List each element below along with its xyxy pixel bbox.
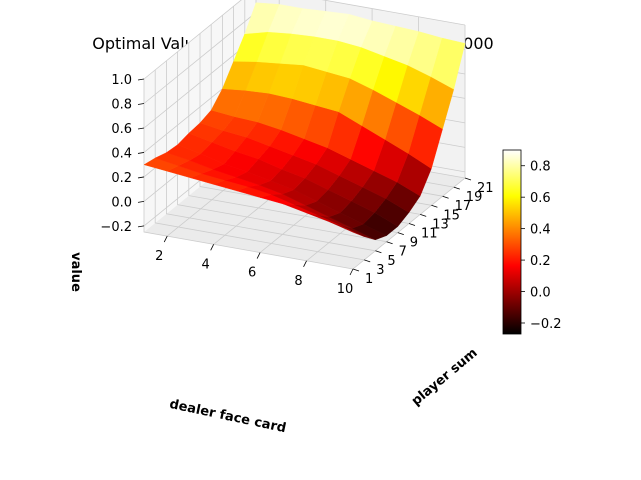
y-tick-label: 5	[387, 254, 395, 269]
gridline-y	[143, 79, 354, 270]
y-tick-mark	[397, 232, 404, 235]
z-tick-label: 0.4	[111, 146, 132, 161]
y-tick-label: 19	[466, 190, 483, 205]
y-tick-label: 15	[443, 208, 460, 223]
x-tick-label: 8	[294, 274, 302, 289]
z-tick-label: 0.0	[111, 195, 132, 210]
y-tick-label: 7	[399, 245, 407, 260]
y-tick-mark	[442, 195, 449, 199]
x-tick-mark	[256, 252, 261, 259]
z-axis-label: value	[68, 252, 83, 292]
x-tick-label: 4	[202, 257, 210, 272]
gridline-z	[143, 0, 466, 80]
gridline-y	[177, 51, 387, 243]
y-tick-mark	[375, 250, 382, 254]
y-tick-label: 13	[432, 217, 449, 232]
z-tick-label: 0.8	[111, 97, 132, 112]
z-tick-label: 1.0	[111, 73, 132, 88]
colorbar-gradient	[502, 149, 522, 335]
z-tick-label: −0.2	[100, 220, 132, 235]
y-tick-mark	[364, 259, 371, 263]
z-tick-mark	[137, 176, 145, 179]
z-tick-label: 0.2	[111, 171, 132, 186]
value-surface	[143, 2, 466, 241]
colorbar-tick-label: 0.6	[530, 191, 551, 206]
y-tick-label: 17	[455, 199, 472, 214]
y-tick-mark	[431, 204, 438, 208]
x-tick-mark	[210, 244, 215, 251]
y-tick-label: 11	[421, 227, 438, 242]
y-tick-mark	[453, 186, 460, 190]
z-tick-mark	[137, 78, 145, 81]
y-tick-label: 21	[477, 181, 494, 196]
x-tick-mark	[303, 260, 307, 267]
z-tick-label: 0.6	[111, 122, 132, 137]
colorbar-tick-label: 0.2	[530, 254, 551, 269]
y-tick-label: 9	[410, 236, 418, 251]
y-tick-mark	[386, 241, 393, 245]
y-tick-label: 3	[376, 263, 384, 278]
z-tick-mark	[137, 152, 145, 154]
x-tick-mark	[163, 235, 168, 243]
y-axis-label: player sum	[409, 346, 481, 409]
x-tick-label: 10	[337, 282, 354, 297]
z-tick-mark	[137, 103, 145, 105]
gridline-y	[154, 69, 365, 261]
y-tick-label: 1	[365, 272, 373, 287]
y-tick-mark	[464, 177, 472, 181]
surface-cell	[244, 2, 280, 35]
x-tick-label: 6	[248, 266, 256, 281]
colorbar-tick-label: 0.0	[530, 286, 551, 301]
colorbar-ticks: −0.2 0.0 0.2 0.4 0.6 0.8	[521, 160, 562, 332]
y-tick-mark	[420, 214, 427, 217]
y-tick-mark	[352, 268, 360, 272]
colorbar-tick-label: −0.2	[530, 317, 562, 332]
x-tick-mark	[349, 268, 354, 276]
z-tick-mark	[137, 127, 145, 130]
colorbar-tick-label: 0.4	[530, 223, 551, 238]
colorbar: −0.2 0.0 0.2 0.4 0.6 0.8	[502, 149, 562, 335]
z-tick-mark	[137, 201, 145, 203]
x-tick-label: 2	[155, 249, 163, 264]
gridline-y	[165, 60, 376, 252]
x-axis-label: dealer face card	[168, 397, 287, 436]
z-tick-mark	[137, 225, 145, 228]
y-tick-mark	[408, 223, 416, 226]
colorbar-tick-label: 0.8	[530, 160, 551, 175]
axis-ticks: −0.20.00.20.40.60.81.0246810135791113151…	[100, 73, 493, 297]
